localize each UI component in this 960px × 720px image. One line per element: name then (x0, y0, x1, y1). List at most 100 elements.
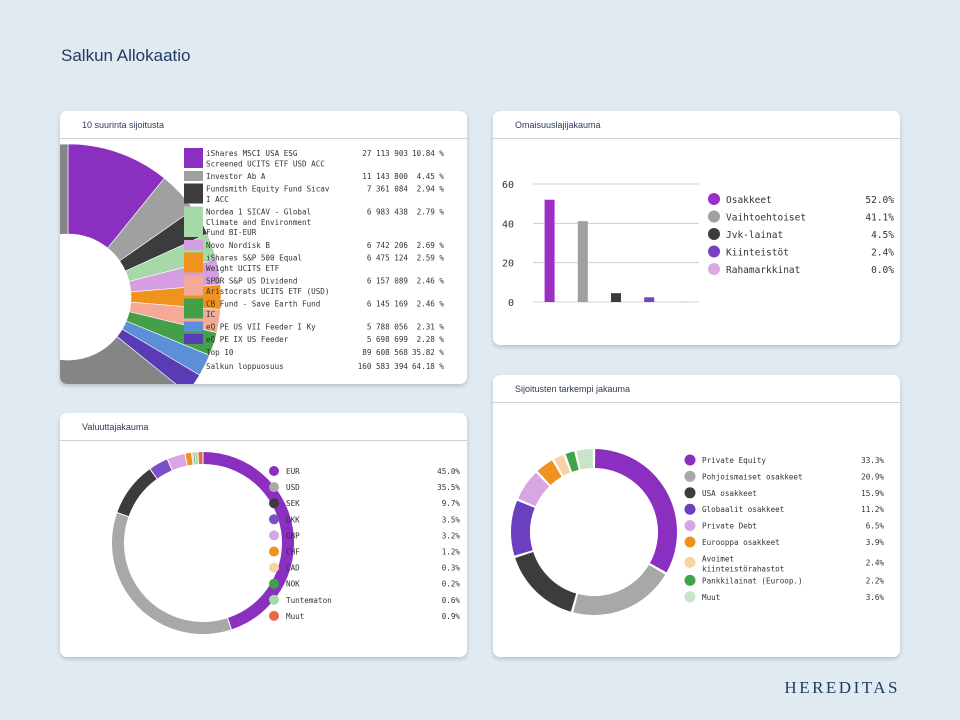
pie-slice (573, 564, 666, 615)
legend-dot (269, 546, 279, 557)
legend-swatch (184, 334, 203, 344)
legend-label: Eurooppa osakkeet (702, 538, 780, 547)
legend-label: Fundsmith Equity Fund Sicav (206, 185, 330, 194)
bar (677, 302, 688, 303)
total-label: Salkun loppuosuus (206, 362, 284, 371)
legend-value: 15.9% (861, 489, 884, 498)
legend-label: Fund BI-EUR (206, 228, 257, 237)
legend-label: GBP (286, 531, 300, 540)
legend-value: 0.2% (442, 580, 461, 589)
legend-label: Weight UCITS ETF (206, 264, 280, 273)
top10-card-title: 10 suurinta sijoitusta (82, 120, 165, 130)
legend-swatch (184, 298, 203, 319)
legend-amount: 27 113 903 (362, 149, 408, 158)
legend-value: 1.2% (442, 548, 461, 557)
legend-swatch (184, 321, 203, 332)
legend-label: I ACC (206, 195, 229, 204)
legend-dot (269, 594, 279, 605)
pie-slice (193, 452, 196, 465)
legend-pct: 2.28 % (417, 335, 445, 344)
legend-swatch (184, 240, 203, 250)
legend-dot (684, 520, 696, 532)
legend-dot (269, 498, 279, 509)
legend-label: Kiinteistöt (726, 248, 789, 259)
y-tick-label: 40 (502, 219, 514, 230)
pie-slice (198, 452, 203, 465)
bar (544, 199, 555, 302)
legend-swatch (184, 275, 203, 296)
legend-label: IC (206, 310, 215, 319)
legend-pct: 2.94 % (417, 185, 445, 194)
legend-label: Novo Nordisk B (206, 241, 270, 250)
pie-slice (576, 449, 594, 470)
legend-dot (269, 562, 279, 573)
legend-value: 20.9% (861, 472, 884, 481)
legend-dot (708, 210, 720, 223)
legend-swatch (184, 183, 203, 204)
pie-slice (537, 460, 562, 485)
legend-label: Jvk-lainat (726, 230, 783, 241)
legend-label: iShares S&P 500 Equal (206, 254, 302, 263)
legend-label: Vaihtoehtoiset (726, 213, 806, 224)
currency-card: Valuuttajakauma EUR 45.0% USD 35.5% SEK 9.7% D… (60, 413, 467, 657)
legend-swatch (184, 171, 203, 181)
legend-dot (684, 574, 696, 586)
legend-value: 4.5% (871, 230, 894, 241)
legend-label: eQ PE US VII Feeder I Ky (206, 323, 316, 332)
legend-pct: 4.45 % (417, 172, 445, 181)
legend-dot (269, 610, 279, 621)
asset-card-title: Omaisuuslajijakauma (515, 120, 601, 130)
y-tick-label: 20 (502, 259, 514, 270)
legend-value: 3.2% (442, 531, 461, 540)
legend-value: 9.7% (442, 499, 461, 508)
pie-slice (518, 472, 550, 507)
legend-label: Pankkilainat (Euroop.) (702, 576, 803, 585)
legend-dot (269, 482, 279, 493)
legend-dot (684, 556, 696, 568)
legend-value: 0.6% (442, 596, 461, 605)
legend-label: Screened UCITS ETF USD ACC (206, 159, 325, 168)
legend-value: 0.9% (442, 612, 461, 621)
legend-amount: 6 983 438 (367, 208, 409, 217)
legend-label: DKK (286, 515, 300, 524)
legend-dot (684, 470, 696, 482)
legend-label: Avoimet (702, 554, 734, 563)
legend-dot (269, 530, 279, 541)
legend-label: kiinteistörahastot (702, 564, 784, 573)
legend-dot (269, 578, 279, 589)
legend-value: 11.2% (861, 505, 884, 514)
legend-dot (684, 591, 696, 603)
legend-value: 45.0% (437, 467, 460, 476)
legend-dot (684, 503, 696, 515)
legend-dot (684, 536, 696, 548)
pie-slice (60, 143, 177, 384)
legend-value: 2.2% (866, 576, 885, 585)
y-tick-label: 0 (508, 298, 514, 309)
legend-label: USD (286, 483, 300, 492)
legend-pct: 2.69 % (417, 241, 445, 250)
legend-label: Private Debt (702, 522, 757, 531)
brand-logo: HEREDITAS (784, 678, 900, 697)
bar (577, 221, 588, 302)
legend-amount: 5 788 056 (367, 323, 409, 332)
legend-swatch (184, 206, 203, 237)
card-divider (493, 138, 900, 139)
legend-value: 0.0% (871, 265, 894, 276)
legend-amount: 6 475 124 (367, 254, 409, 263)
legend-label: Osakkeet (726, 195, 772, 206)
total-amount: 160 583 394 (358, 362, 409, 371)
legend-dot (708, 263, 720, 275)
legend-value: 0.3% (442, 564, 461, 573)
legend-dot (684, 454, 696, 466)
legend-pct: 2.79 % (417, 208, 445, 217)
legend-label: Globaalit osakkeet (702, 505, 784, 514)
legend-label: Muut (286, 612, 304, 621)
legend-label: Pohjoismaiset osakkeet (702, 472, 803, 481)
legend-label: EUR (286, 467, 300, 476)
asset-chart: 0 20 40 60 Osakkeet 52.0% Vaihtoehtoiset 41.1% J… (502, 180, 894, 309)
legend-amount: 6 157 089 (367, 277, 409, 286)
legend-dot (269, 514, 279, 525)
legend-pct: 2.46 % (417, 277, 445, 286)
legend-pct: 2.46 % (417, 300, 445, 309)
legend-dot (269, 466, 279, 476)
